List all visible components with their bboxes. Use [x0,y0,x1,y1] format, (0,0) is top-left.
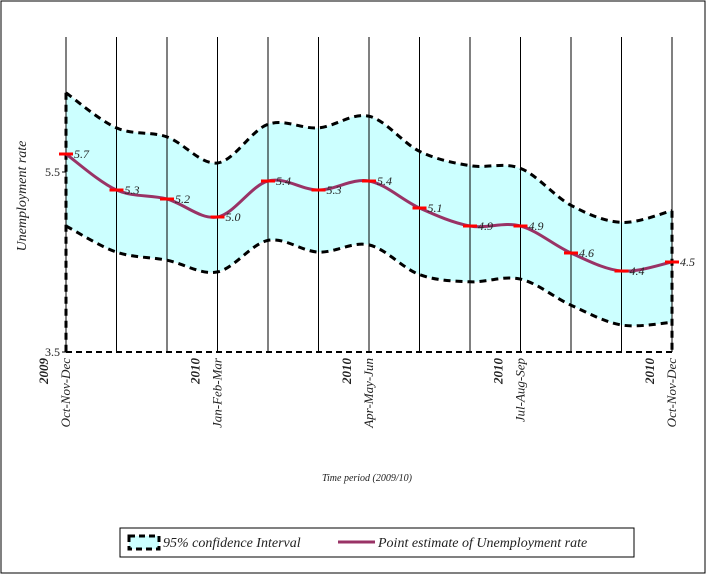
ci-lower [65,224,673,328]
x-tick-label: Apr-May-Jun [361,358,376,429]
legend-swatch [127,534,161,551]
x-tick-label: Oct-Nov-Dec [664,358,679,428]
data-label: 5.4 [377,174,392,188]
x-tick-label: Jul-Aug-Sep [513,358,528,423]
data-label: 5.3 [327,183,342,197]
data-label: 5.0 [226,210,241,224]
y-tick-label: 3.5 [45,345,60,359]
data-label: 4.4 [630,264,645,278]
x-year-label: 2010 [339,358,354,386]
data-label: 4.6 [579,246,594,260]
legend-label: Point estimate of Unemployment rate [377,536,587,551]
x-tick-label: Jan-Feb-Mar [210,357,225,428]
x-year-label: 2010 [642,358,657,386]
data-label: 5.2 [175,192,190,206]
data-label: 4.5 [680,255,695,269]
legend-label: 95% confidence Interval [163,536,301,551]
x-tick-label: Oct-Nov-Dec [58,358,73,428]
data-label: 5.7 [74,147,90,161]
data-label: 4.9 [478,219,493,233]
ci-upper [65,91,673,224]
y-tick-label: 5.5 [45,165,60,179]
x-year-label: 2010 [491,358,506,386]
x-year-label: 2009 [36,358,51,386]
data-label: 5.1 [428,201,443,215]
data-label: 4.9 [529,219,544,233]
data-label: 5.3 [125,183,140,197]
y-axis-title: Unemployment rate [15,141,30,252]
legend-box [119,527,635,558]
data-label: 5.4 [276,174,291,188]
x-year-label: 2010 [188,358,203,386]
x-axis-title: Time period (2009/10) [322,473,413,484]
